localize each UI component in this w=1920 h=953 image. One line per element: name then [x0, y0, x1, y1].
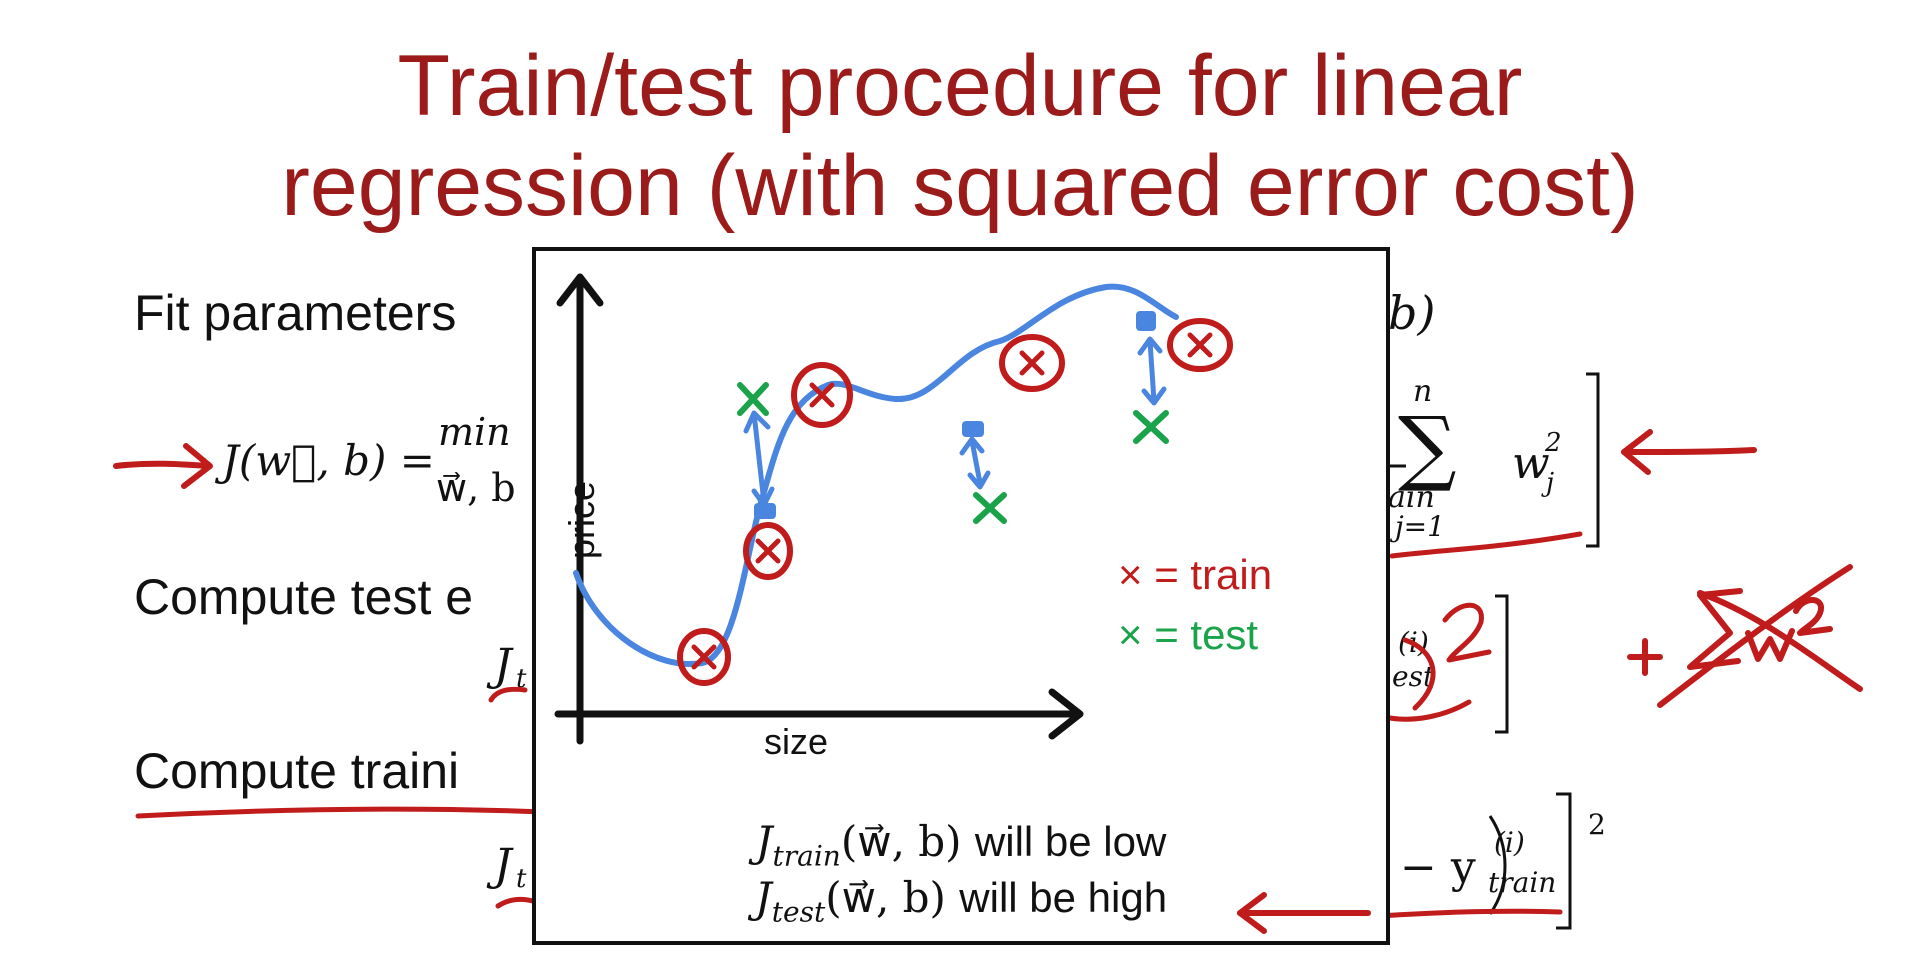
train-point — [743, 522, 793, 580]
arrow-right-annotation — [113, 443, 213, 489]
j-test-statement: Jtest(w⃗, b) will be high — [536, 873, 1386, 928]
cost-function-lhs: J(w⃗, b) = — [222, 436, 435, 485]
reg-bracket-and-underline — [1384, 372, 1600, 559]
compute-training-error-text: Compute traini — [134, 743, 460, 799]
train-point — [999, 334, 1065, 392]
reg-weight-sub: j — [1546, 468, 1555, 498]
arrow-left-annotation — [1621, 429, 1757, 475]
train-point — [1167, 318, 1233, 372]
j-test-fragment-sub: t — [516, 664, 527, 694]
train-point — [677, 628, 731, 686]
prediction-marker — [754, 503, 776, 519]
train-tail-minus-y: − y — [1400, 842, 1476, 893]
test-row-annotations — [488, 594, 1509, 734]
train-point — [791, 362, 853, 428]
j-test-subscript: test — [771, 895, 826, 929]
crossed-out-regularization-annotation — [1627, 564, 1863, 708]
y-axis-label: price — [561, 480, 602, 560]
j-train-fragment: J — [494, 840, 512, 891]
fit-parameters-text: Fit parameters — [134, 285, 457, 341]
training-underline-annotation — [135, 806, 547, 819]
arrow-left-high-annotation — [1237, 892, 1371, 934]
j-test-verdict: will be high — [959, 874, 1168, 921]
j-train-fragment-sub: t — [516, 864, 527, 894]
error-arrow — [959, 436, 991, 490]
error-arrow — [743, 410, 775, 508]
slide-title-line-2: regression (with squared error cost) — [281, 138, 1639, 234]
x-axis-arrowhead — [1048, 688, 1084, 740]
j-train-statement: Jtrain(w⃗, b) will be low — [536, 817, 1386, 872]
j-train-symbol: J — [755, 817, 773, 866]
j-train-args: (w⃗, b) — [840, 817, 962, 866]
fit-parameters-tail: b) — [1388, 286, 1436, 340]
overfit-plot — [554, 273, 1233, 745]
y-axis-arrowhead — [556, 273, 604, 307]
legend-train-text: = train — [1154, 551, 1273, 598]
legend-train-mark: × — [1118, 551, 1143, 598]
test-point — [1133, 410, 1169, 444]
test-tail-sub: est — [1392, 660, 1435, 693]
reg-weight-term: w — [1512, 438, 1550, 489]
sum-lower-limit: j=1 — [1395, 510, 1445, 543]
legend-test: × = test — [1118, 611, 1258, 659]
legend-test-mark: × — [1118, 611, 1143, 658]
prediction-marker — [962, 421, 984, 437]
overlay-plot-panel: price size × = train × = test Jtrain(w⃗,… — [532, 247, 1390, 945]
j-test-fragment: J — [494, 640, 512, 691]
test-point — [973, 492, 1007, 524]
x-axis-label: size — [764, 721, 829, 762]
train-tail-power: 2 — [1588, 808, 1606, 841]
reg-denominator-fragment: ain — [1388, 480, 1435, 515]
error-arrow — [1137, 336, 1167, 406]
j-test-symbol: J — [754, 873, 772, 922]
cost-min-subscript: w⃗, b — [436, 466, 516, 510]
j-test-args: (w⃗, b) — [825, 873, 946, 922]
sum-symbol: ∑ — [1398, 400, 1457, 495]
sum-upper-limit: n — [1413, 374, 1433, 409]
legend-train: × = train — [1118, 551, 1272, 599]
reg-weight-sup: 2 — [1545, 428, 1562, 458]
test-point — [737, 382, 769, 416]
prediction-marker — [1136, 311, 1156, 331]
compute-test-error-text: Compute test e — [134, 569, 474, 625]
slide-title-line-1: Train/test procedure for linear — [397, 38, 1523, 134]
fitted-curve — [573, 283, 1179, 667]
j-train-verdict: will be low — [974, 818, 1167, 865]
j-train-subscript: train — [772, 839, 841, 873]
legend-test-text: = test — [1154, 611, 1259, 658]
cost-min-operator: min — [438, 410, 511, 454]
